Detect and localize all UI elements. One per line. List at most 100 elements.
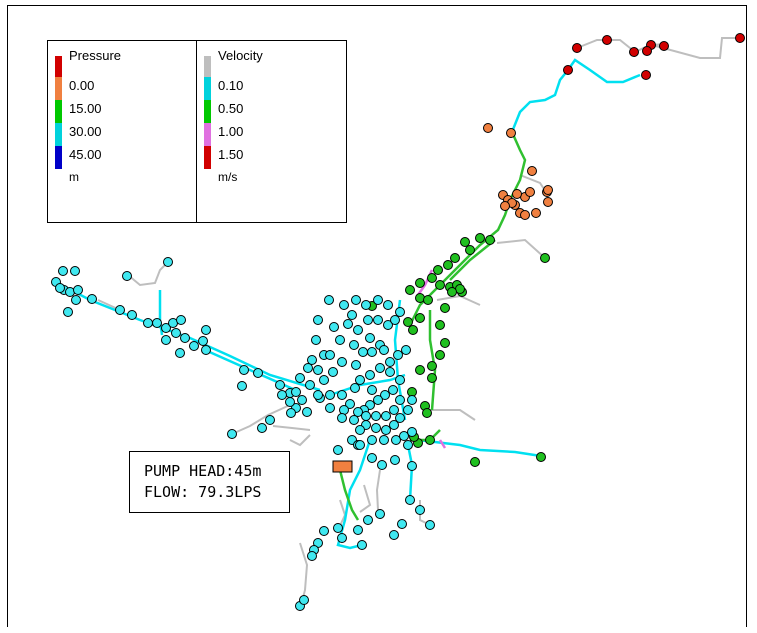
junction-node[interactable] [375, 363, 385, 373]
junction-node[interactable] [307, 355, 317, 365]
junction-node[interactable] [427, 373, 437, 383]
junction-node[interactable] [520, 210, 530, 220]
junction-node[interactable] [73, 285, 83, 295]
junction-node[interactable] [512, 189, 522, 199]
junction-node[interactable] [659, 41, 669, 51]
junction-node[interactable] [475, 233, 485, 243]
junction-node[interactable] [563, 65, 573, 75]
junction-node[interactable] [87, 294, 97, 304]
junction-node[interactable] [371, 423, 381, 433]
junction-node[interactable] [388, 385, 398, 395]
junction-node[interactable] [393, 350, 403, 360]
junction-node[interactable] [329, 322, 339, 332]
junction-node[interactable] [361, 411, 371, 421]
junction-node[interactable] [127, 310, 137, 320]
junction-node[interactable] [572, 43, 582, 53]
junction-node[interactable] [403, 440, 413, 450]
junction-node[interactable] [313, 390, 323, 400]
junction-node[interactable] [506, 128, 516, 138]
junction-node[interactable] [407, 461, 417, 471]
junction-node[interactable] [363, 515, 373, 525]
junction-node[interactable] [337, 533, 347, 543]
junction-node[interactable] [383, 300, 393, 310]
junction-node[interactable] [324, 295, 334, 305]
junction-node[interactable] [389, 405, 399, 415]
junction-node[interactable] [735, 33, 745, 43]
junction-node[interactable] [391, 435, 401, 445]
junction-node[interactable] [390, 455, 400, 465]
junction-node[interactable] [353, 525, 363, 535]
junction-node[interactable] [302, 407, 312, 417]
junction-node[interactable] [337, 357, 347, 367]
junction-node[interactable] [485, 235, 495, 245]
junction-node[interactable] [367, 453, 377, 463]
junction-node[interactable] [385, 357, 395, 367]
junction-node[interactable] [285, 397, 295, 407]
junction-node[interactable] [227, 429, 237, 439]
junction-node[interactable] [443, 260, 453, 270]
junction-node[interactable] [371, 411, 381, 421]
junction-node[interactable] [58, 266, 68, 276]
junction-node[interactable] [303, 363, 313, 373]
junction-node[interactable] [70, 266, 80, 276]
junction-node[interactable] [363, 315, 373, 325]
junction-node[interactable] [408, 325, 418, 335]
junction-node[interactable] [355, 440, 365, 450]
junction-node[interactable] [415, 313, 425, 323]
junction-node[interactable] [333, 523, 343, 533]
junction-node[interactable] [295, 373, 305, 383]
junction-node[interactable] [379, 345, 389, 355]
junction-node[interactable] [297, 395, 307, 405]
junction-node[interactable] [319, 375, 329, 385]
junction-node[interactable] [353, 325, 363, 335]
junction-node[interactable] [325, 390, 335, 400]
junction-node[interactable] [381, 425, 391, 435]
junction-node[interactable] [319, 526, 329, 536]
junction-node[interactable] [63, 307, 73, 317]
junction-node[interactable] [415, 505, 425, 515]
junction-node[interactable] [189, 341, 199, 351]
junction-node[interactable] [642, 46, 652, 56]
junction-node[interactable] [531, 208, 541, 218]
junction-node[interactable] [180, 333, 190, 343]
junction-node[interactable] [351, 295, 361, 305]
junction-node[interactable] [337, 413, 347, 423]
junction-node[interactable] [465, 245, 475, 255]
junction-node[interactable] [253, 368, 263, 378]
junction-node[interactable] [427, 273, 437, 283]
junction-node[interactable] [397, 519, 407, 529]
junction-node[interactable] [375, 509, 385, 519]
junction-node[interactable] [543, 185, 553, 195]
junction-node[interactable] [440, 338, 450, 348]
junction-node[interactable] [265, 415, 275, 425]
junction-node[interactable] [358, 347, 368, 357]
junction-node[interactable] [152, 318, 162, 328]
junction-node[interactable] [161, 335, 171, 345]
junction-node[interactable] [201, 345, 211, 355]
junction-node[interactable] [527, 166, 537, 176]
junction-node[interactable] [307, 551, 317, 561]
junction-node[interactable] [328, 367, 338, 377]
junction-node[interactable] [401, 345, 411, 355]
junction-node[interactable] [425, 520, 435, 530]
junction-node[interactable] [353, 407, 363, 417]
junction-node[interactable] [325, 403, 335, 413]
junction-node[interactable] [115, 305, 125, 315]
junction-node[interactable] [176, 315, 186, 325]
junction-node[interactable] [440, 303, 450, 313]
junction-node[interactable] [483, 123, 493, 133]
junction-node[interactable] [433, 265, 443, 275]
junction-node[interactable] [641, 70, 651, 80]
junction-node[interactable] [311, 335, 321, 345]
junction-node[interactable] [343, 319, 353, 329]
junction-node[interactable] [540, 253, 550, 263]
junction-node[interactable] [389, 530, 399, 540]
junction-node[interactable] [383, 320, 393, 330]
junction-node[interactable] [239, 365, 249, 375]
junction-node[interactable] [349, 415, 359, 425]
junction-node[interactable] [403, 317, 413, 327]
junction-node[interactable] [405, 285, 415, 295]
junction-node[interactable] [403, 405, 413, 415]
junction-node[interactable] [350, 383, 360, 393]
junction-node[interactable] [257, 423, 267, 433]
